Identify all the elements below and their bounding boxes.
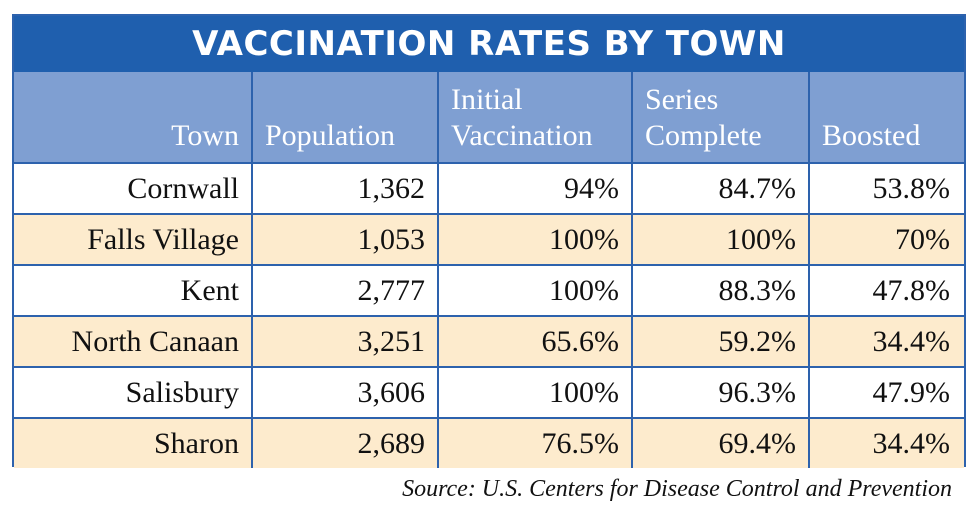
cell-population: 3,251	[253, 317, 439, 366]
header-town: Town	[14, 72, 253, 162]
table-row: Sharon 2,689 76.5% 69.4% 34.4%	[14, 417, 964, 468]
cell-boosted: 70%	[895, 222, 950, 256]
header-initial-line2: Vaccination	[451, 119, 593, 152]
table-title: VACCINATION RATES BY TOWN	[14, 16, 964, 72]
header-population-label: Population	[265, 119, 396, 152]
cell-initial-vaccination: 100%	[439, 266, 633, 315]
header-series-line1: Series	[645, 83, 719, 116]
cell-population: 2,689	[253, 419, 439, 468]
cell-population: 3,606	[253, 368, 439, 417]
cell-initial-vaccination: 76.5%	[439, 419, 633, 468]
header-town-label: Town	[171, 119, 239, 152]
cell-town: Sharon	[14, 419, 253, 468]
table-row: Falls Village 1,053 100% 100% 70%	[14, 213, 964, 264]
cell-boosted: 47.9%	[872, 375, 951, 409]
cell-town: Salisbury	[14, 368, 253, 417]
cell-series-complete: 59.2%	[633, 317, 810, 366]
cell-initial-vaccination: 94%	[439, 164, 633, 213]
cell-initial-vaccination: 65.6%	[439, 317, 633, 366]
vaccination-table: VACCINATION RATES BY TOWN Town Populatio…	[12, 14, 966, 468]
cell-series-complete: 96.3%	[633, 368, 810, 417]
table-row: Cornwall 1,362 94% 84.7% 53.8%	[14, 162, 964, 213]
header-initial-line1: Initial	[451, 83, 523, 116]
table-grid: Town Population Initial Vaccination Serie…	[14, 72, 964, 468]
header-row: Town Population Initial Vaccination Serie…	[14, 72, 964, 162]
cell-town: Cornwall	[14, 164, 253, 213]
header-initial-vaccination: Initial Vaccination	[439, 72, 633, 162]
cell-town: North Canaan	[14, 317, 253, 366]
header-boosted-label: Boosted	[822, 119, 921, 152]
cell-initial-vaccination: 100%	[439, 215, 633, 264]
cell-boosted: 34.4%	[872, 426, 951, 460]
cell-series-complete: 100%	[633, 215, 810, 264]
cell-town: Kent	[14, 266, 253, 315]
cell-series-complete: 69.4%	[633, 419, 810, 468]
cell-boosted: 53.8%	[872, 171, 951, 205]
table-row: Salisbury 3,606 100% 96.3% 47.9%	[14, 366, 964, 417]
cell-boosted: 34.4%	[872, 324, 951, 358]
header-population: Population	[253, 72, 439, 162]
cell-series-complete: 88.3%	[633, 266, 810, 315]
cell-initial-vaccination: 100%	[439, 368, 633, 417]
header-boosted: Boosted	[810, 72, 964, 162]
source-note: Source: U.S. Centers for Disease Control…	[402, 476, 952, 502]
cell-population: 1,053	[253, 215, 439, 264]
cell-town: Falls Village	[14, 215, 253, 264]
cell-population: 1,362	[253, 164, 439, 213]
cell-population: 2,777	[253, 266, 439, 315]
table-row: Kent 2,777 100% 88.3% 47.8%	[14, 264, 964, 315]
table-row: North Canaan 3,251 65.6% 59.2% 34.4%	[14, 315, 964, 366]
header-series-line2: Complete	[645, 119, 762, 152]
cell-series-complete: 84.7%	[633, 164, 810, 213]
header-series-complete: Series Complete	[633, 72, 810, 162]
cell-boosted: 47.8%	[872, 273, 951, 307]
